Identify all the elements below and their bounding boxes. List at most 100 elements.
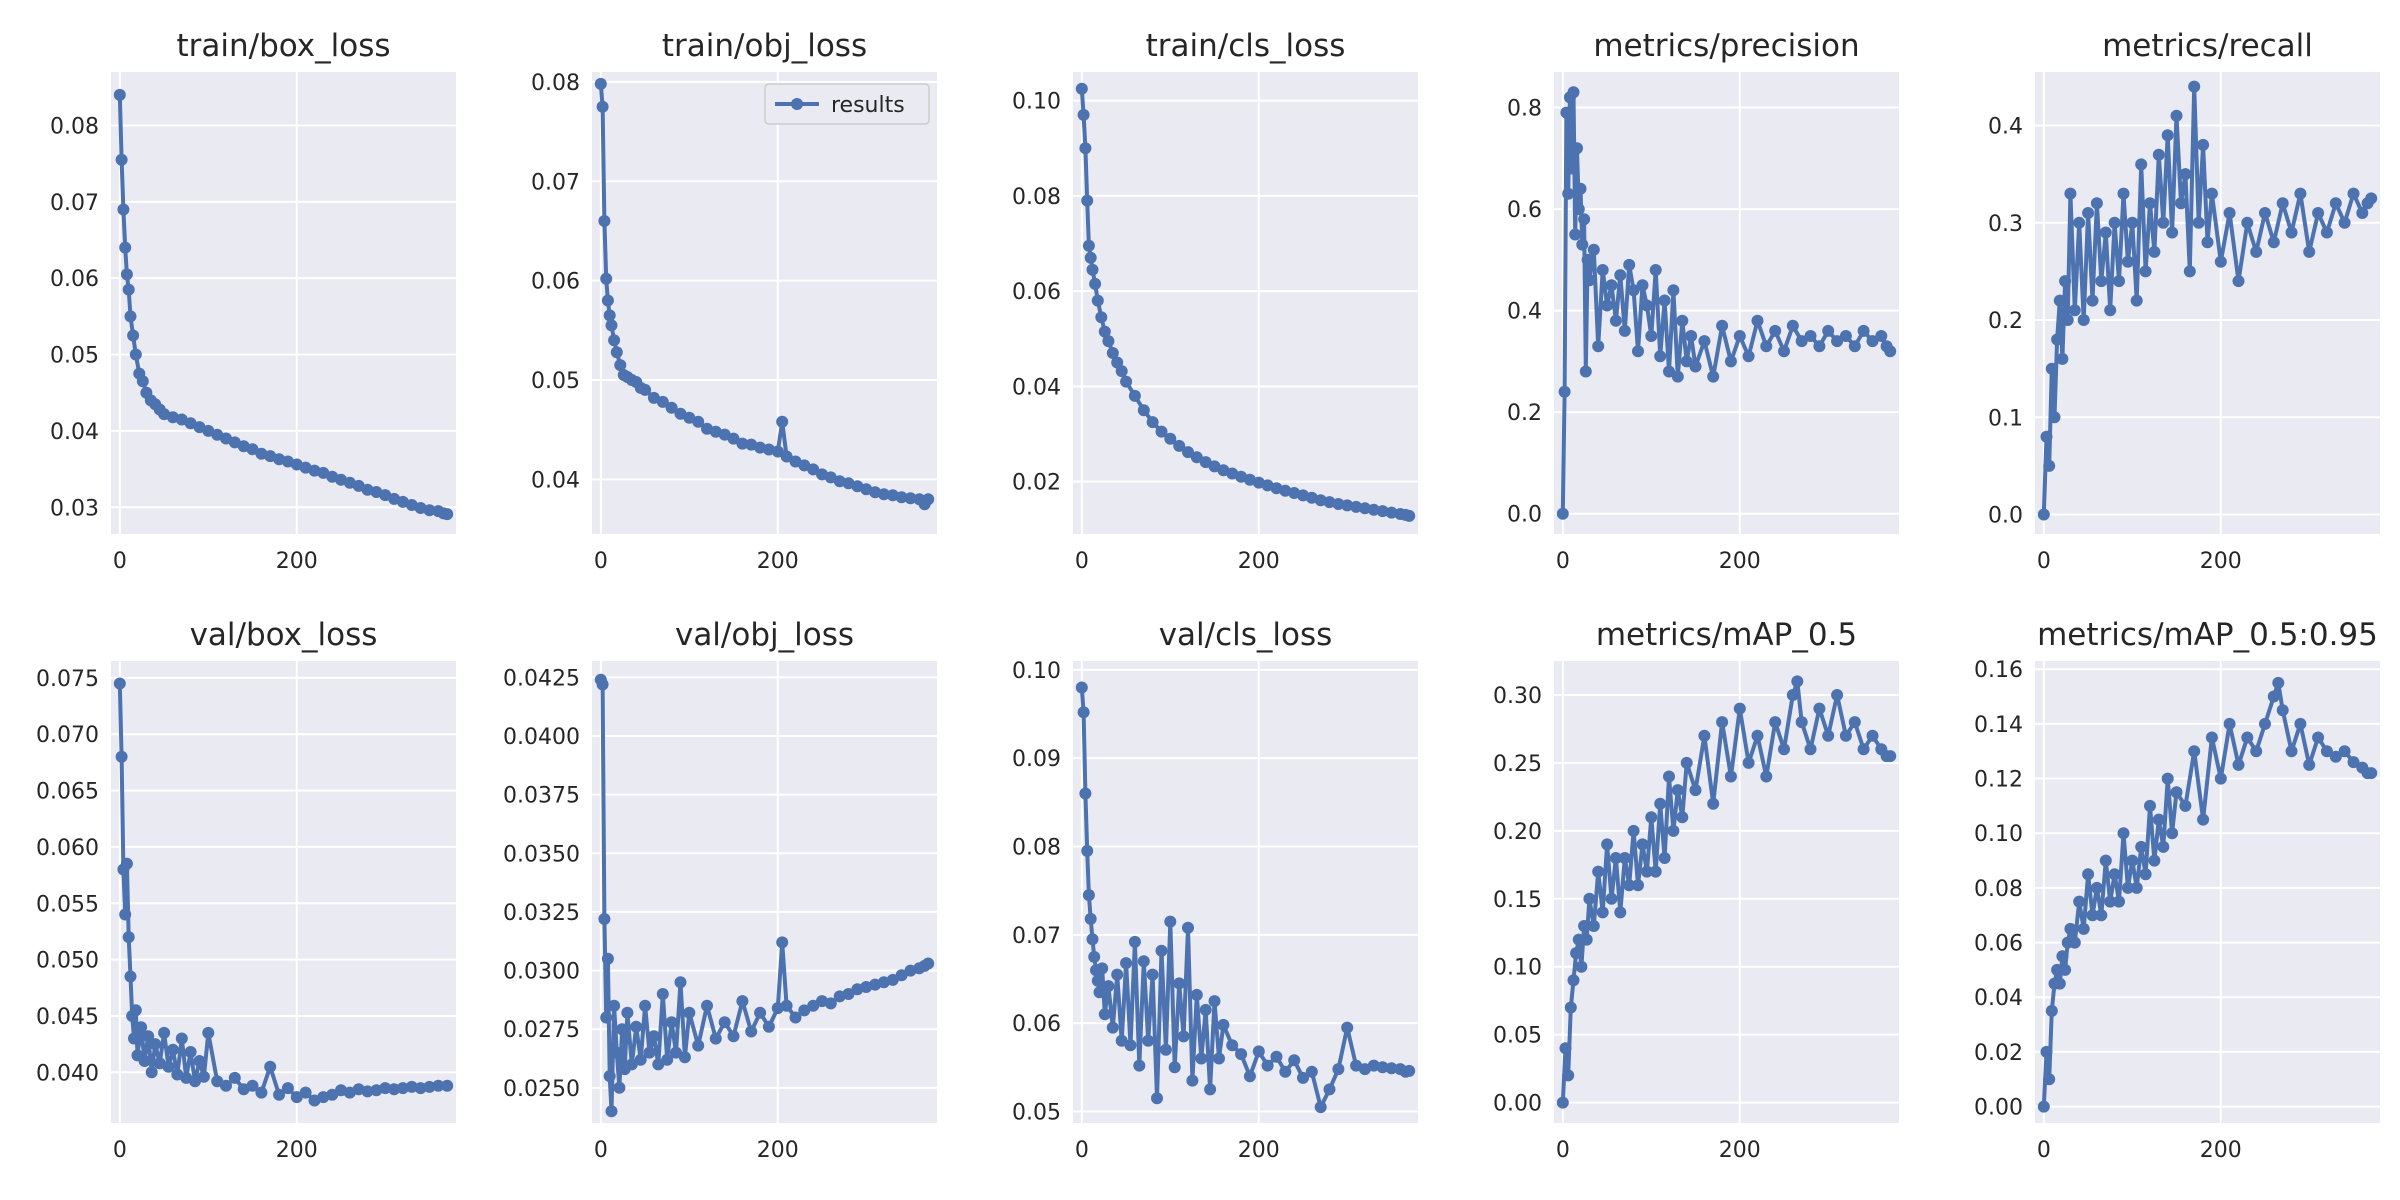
data-point [1848,716,1861,729]
data-point [2095,909,2108,922]
y-tick-label: 0.0350 [503,842,580,867]
data-point [2347,187,2360,200]
data-point [2179,799,2192,812]
data-point [1270,1050,1283,1063]
y-tick-label: 0.20 [1493,820,1542,845]
subplot-1: 0 200 0.03 0.04 0.05 0.06 0.07 0.08 train/box_lo… [50,28,456,574]
y-tick-label: 0.06 [1012,280,1061,305]
data-point [2276,197,2289,210]
y-tick-label: 0.08 [1974,877,2023,902]
data-point [1605,892,1618,905]
data-point [1667,284,1680,297]
data-point [1204,1083,1217,1096]
data-point [1091,294,1104,307]
data-point [1082,239,1095,252]
data-point [1226,1039,1239,1052]
subplot-3: 0 200 0.02 0.04 0.06 0.08 0.10 train/cls_loss [1012,28,1418,574]
data-point [1572,203,1585,216]
data-point [2170,786,2183,799]
data-point [1350,500,1363,513]
data-point [605,319,618,332]
data-point [2126,216,2139,229]
data-point [1857,324,1870,337]
data-point [1124,1039,1137,1052]
data-point [2152,813,2165,826]
data-point [789,1011,802,1024]
data-point [2347,756,2360,769]
data-point [1654,350,1667,363]
data-point [128,1032,140,1045]
y-tick-label: 0.070 [36,723,99,748]
y-tick-label: 0.0400 [503,725,580,750]
data-point [1146,416,1159,429]
data-point [149,1038,162,1051]
data-point [2267,236,2280,249]
data-point [441,508,454,521]
subplot-5: 0 200 0.0 0.1 0.2 0.3 0.4 metrics/recall [1988,28,2380,574]
data-point [414,1082,427,1095]
data-point [2232,758,2245,771]
data-point [1632,879,1644,892]
data-point [1096,962,1109,975]
data-point [2144,197,2156,210]
data-point [1252,1045,1265,1058]
data-point [625,1058,638,1071]
y-tick-label: 0.06 [1012,1012,1061,1037]
data-point [2099,226,2112,239]
data-point [1190,451,1203,464]
y-tick-label: 0.040 [36,1061,99,1086]
data-point [1614,906,1627,919]
y-tick-label: 0.07 [50,191,99,216]
y-tick-label: 0.03 [50,496,99,521]
data-point [661,1053,674,1066]
data-point [202,1026,215,1039]
data-point [1751,314,1764,327]
data-point [2113,275,2125,288]
data-point [2037,1100,2050,1113]
data-point [1182,921,1194,934]
data-point [1403,1064,1416,1077]
data-point [1645,330,1658,342]
data-point [2073,216,2086,229]
data-point [124,310,137,323]
data-point [1182,446,1194,459]
data-point [727,1030,740,1043]
data-point [299,1086,312,1099]
data-point [601,294,614,307]
data-point [1587,920,1600,932]
x-tick-label: 0 [2037,1138,2051,1163]
data-point [2130,881,2143,894]
data-point [2108,216,2121,229]
data-point [762,1020,775,1033]
data-point [1685,330,1698,342]
y-tick-label: 0.05 [1493,1024,1542,1049]
data-point [1091,974,1104,987]
data-point [877,488,890,501]
data-point [776,936,789,949]
data-point [1609,852,1622,864]
subplot-10: 0 200 0.00 0.02 0.04 0.06 0.08 0.10 0.12 0.14 0.16… [1974,617,2380,1163]
data-point [2285,745,2298,758]
y-tick-label: 0.05 [531,369,580,394]
y-tick-label: 0.04 [531,468,580,493]
data-point [2294,187,2307,200]
data-point [1813,702,1826,715]
data-point [2356,207,2369,219]
data-point [1884,750,1897,763]
data-point [1795,716,1808,729]
y-tick-label: 0.06 [1974,932,2023,957]
y-tick-label: 0.04 [1974,986,2023,1011]
data-point [1716,716,1729,729]
data-point [2073,895,2086,908]
data-point [1680,355,1693,368]
data-point [2320,745,2333,758]
data-point [2276,704,2289,717]
data-point [1081,844,1094,857]
data-point [2059,275,2072,288]
data-point [1173,439,1186,452]
data-point [598,913,611,925]
x-tick-label: 0 [1556,1138,1570,1163]
data-point [1583,274,1596,287]
data-point [2241,731,2254,744]
data-point [1875,330,1888,342]
